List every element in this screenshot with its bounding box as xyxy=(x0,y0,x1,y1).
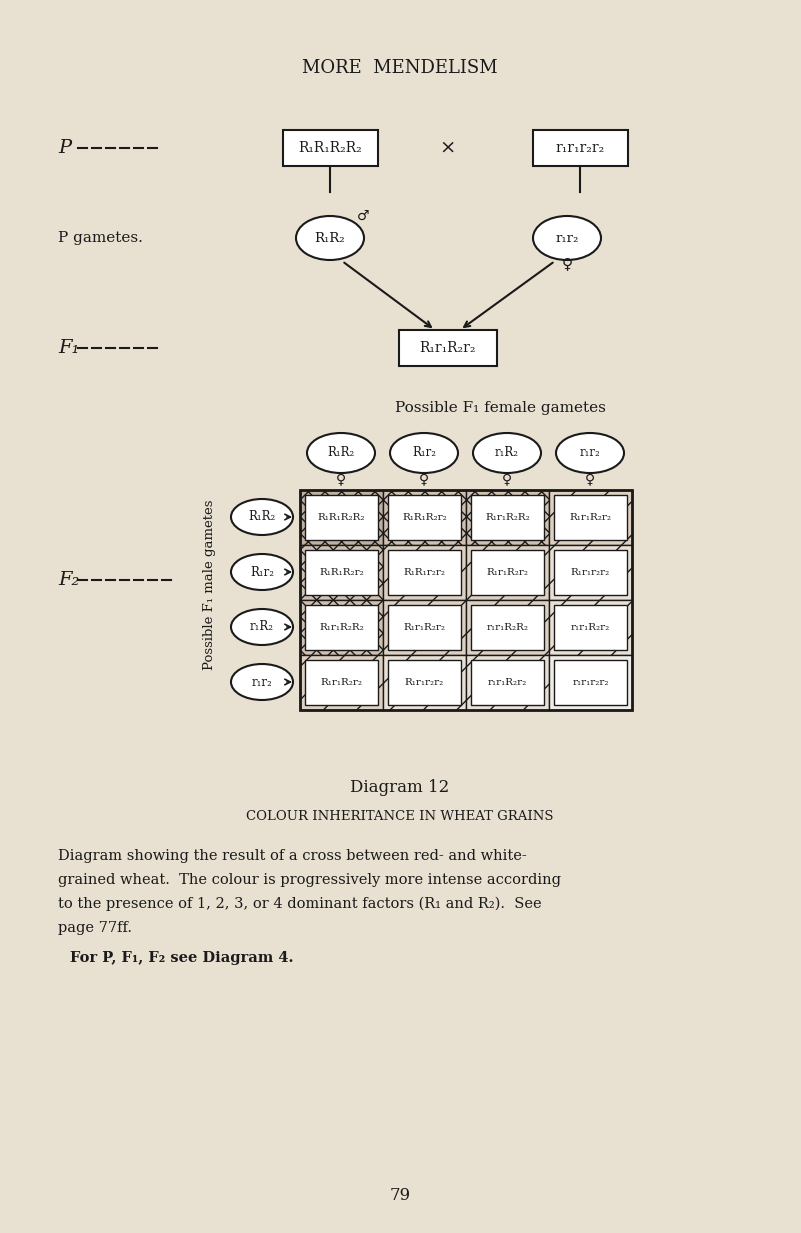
Text: Diagram 12: Diagram 12 xyxy=(350,779,449,797)
Bar xyxy=(554,494,627,540)
Bar xyxy=(305,660,378,705)
Bar xyxy=(471,550,544,596)
Text: ♀: ♀ xyxy=(336,472,346,486)
Text: r₁R₂: r₁R₂ xyxy=(250,620,274,634)
Text: ♀: ♀ xyxy=(585,472,595,486)
Text: ×: × xyxy=(439,139,455,157)
Bar xyxy=(388,494,461,540)
Ellipse shape xyxy=(307,433,375,473)
Bar xyxy=(383,490,466,545)
Text: R₁r₁R₂r₂: R₁r₁R₂r₂ xyxy=(570,513,611,522)
Text: r₁r₁R₂R₂: r₁r₁R₂R₂ xyxy=(486,623,529,633)
Ellipse shape xyxy=(231,554,293,591)
Ellipse shape xyxy=(231,499,293,535)
Bar xyxy=(399,330,497,366)
Ellipse shape xyxy=(473,433,541,473)
Bar xyxy=(388,550,461,596)
Text: r₁r₁r₂r₂: r₁r₁r₂r₂ xyxy=(555,141,605,155)
Text: r₁r₂: r₁r₂ xyxy=(580,446,601,460)
Text: R₁R₂: R₁R₂ xyxy=(328,446,355,460)
Text: ♀: ♀ xyxy=(562,256,573,271)
Text: R₁R₁r₂r₂: R₁R₁r₂r₂ xyxy=(404,568,445,577)
Text: R₁R₁R₂r₂: R₁R₁R₂r₂ xyxy=(319,568,364,577)
Text: R₁r₁r₂r₂: R₁r₁r₂r₂ xyxy=(571,568,610,577)
Text: R₁r₁r₂r₂: R₁r₁r₂r₂ xyxy=(405,678,444,687)
Bar xyxy=(305,494,378,540)
Bar xyxy=(554,605,627,650)
Text: to the presence of 1, 2, 3, or 4 dominant factors (R₁ and R₂).  See: to the presence of 1, 2, 3, or 4 dominan… xyxy=(58,896,541,911)
Text: r₁R₂: r₁R₂ xyxy=(495,446,519,460)
Ellipse shape xyxy=(556,433,624,473)
Bar xyxy=(383,600,466,655)
Text: R₁R₁R₂r₂: R₁R₁R₂r₂ xyxy=(402,513,447,522)
Bar xyxy=(383,655,466,710)
Bar xyxy=(466,600,549,655)
Bar xyxy=(300,655,383,710)
Text: R₁R₁R₂R₂: R₁R₁R₂R₂ xyxy=(318,513,365,522)
Text: F₁: F₁ xyxy=(58,339,79,358)
Text: Possible F₁ female gametes: Possible F₁ female gametes xyxy=(395,401,606,416)
Text: ♂: ♂ xyxy=(356,210,369,223)
Text: Possible F₁ male gametes: Possible F₁ male gametes xyxy=(203,499,216,671)
Text: R₁r₂: R₁r₂ xyxy=(250,566,274,578)
Bar xyxy=(471,494,544,540)
Text: grained wheat.  The colour is progressively more intense according: grained wheat. The colour is progressive… xyxy=(58,873,561,887)
Bar xyxy=(300,545,383,600)
Bar xyxy=(471,660,544,705)
Text: COLOUR INHERITANCE IN WHEAT GRAINS: COLOUR INHERITANCE IN WHEAT GRAINS xyxy=(246,810,553,822)
Ellipse shape xyxy=(231,665,293,700)
Bar xyxy=(549,490,632,545)
Bar xyxy=(549,600,632,655)
Text: ♀: ♀ xyxy=(502,472,512,486)
Text: r₁r₁R₂r₂: r₁r₁R₂r₂ xyxy=(488,678,527,687)
Bar xyxy=(305,605,378,650)
Text: page 77ff.: page 77ff. xyxy=(58,921,132,935)
Bar xyxy=(471,605,544,650)
Text: R₁r₁R₂r₂: R₁r₁R₂r₂ xyxy=(486,568,529,577)
Bar xyxy=(554,550,627,596)
Text: r₁r₂: r₁r₂ xyxy=(252,676,272,688)
Text: r₁r₂: r₁r₂ xyxy=(555,232,578,244)
Text: R₁R₁R₂R₂: R₁R₁R₂R₂ xyxy=(298,141,362,155)
Ellipse shape xyxy=(533,216,601,260)
Bar xyxy=(388,605,461,650)
Text: R₁r₁R₂r₂: R₁r₁R₂r₂ xyxy=(404,623,445,633)
Text: F₂: F₂ xyxy=(58,571,79,589)
Bar xyxy=(466,490,549,545)
Bar xyxy=(300,490,632,710)
Ellipse shape xyxy=(231,609,293,645)
Text: R₁r₁R₂r₂: R₁r₁R₂r₂ xyxy=(320,678,363,687)
Ellipse shape xyxy=(390,433,458,473)
Bar xyxy=(466,545,549,600)
Bar xyxy=(383,545,466,600)
Text: r₁r₁r₂r₂: r₁r₁r₂r₂ xyxy=(572,678,609,687)
Ellipse shape xyxy=(296,216,364,260)
Text: 79: 79 xyxy=(389,1186,411,1203)
Text: R₁r₁R₂R₂: R₁r₁R₂R₂ xyxy=(485,513,530,522)
Text: R₁r₂: R₁r₂ xyxy=(412,446,436,460)
Bar xyxy=(466,655,549,710)
Text: For P, F₁, F₂ see Diagram 4.: For P, F₁, F₂ see Diagram 4. xyxy=(70,951,293,965)
Text: R₁r₁R₂r₂: R₁r₁R₂r₂ xyxy=(420,342,477,355)
Bar xyxy=(549,655,632,710)
Bar xyxy=(388,660,461,705)
Text: Diagram showing the result of a cross between red- and white-: Diagram showing the result of a cross be… xyxy=(58,850,527,863)
Bar xyxy=(533,129,627,166)
Bar xyxy=(283,129,377,166)
Text: P gametes.: P gametes. xyxy=(58,231,143,245)
Bar xyxy=(305,550,378,596)
Bar xyxy=(300,490,383,545)
Text: r₁r₁R₂r₂: r₁r₁R₂r₂ xyxy=(571,623,610,633)
Bar xyxy=(300,600,383,655)
Text: MORE  MENDELISM: MORE MENDELISM xyxy=(302,59,497,76)
Bar xyxy=(549,545,632,600)
Text: P: P xyxy=(58,139,71,157)
Text: ♀: ♀ xyxy=(419,472,429,486)
Text: R₁R₂: R₁R₂ xyxy=(315,232,345,244)
Bar xyxy=(554,660,627,705)
Text: R₁R₂: R₁R₂ xyxy=(248,510,276,524)
Text: R₁r₁R₂R₂: R₁r₁R₂R₂ xyxy=(319,623,364,633)
